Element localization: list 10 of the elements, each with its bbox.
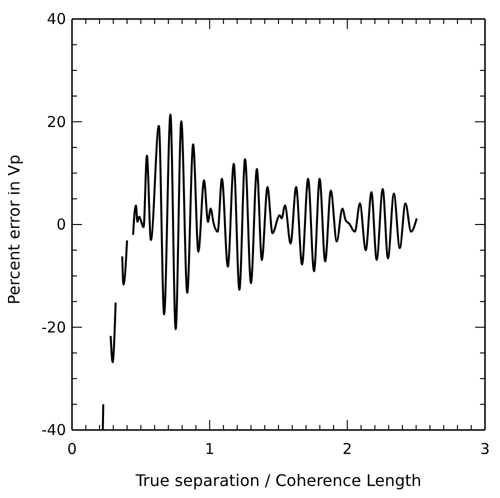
x-tick-label: 2: [342, 440, 352, 458]
y-tick-label: -40: [42, 421, 66, 439]
x-axis-title: True separation / Coherence Length: [134, 471, 422, 490]
x-tick-label: 3: [480, 440, 490, 458]
y-tick-label: 0: [56, 216, 66, 234]
y-tick-label: 20: [46, 112, 66, 131]
x-tick-label: 0: [67, 440, 77, 458]
y-tick-label: 40: [46, 10, 66, 28]
y-tick-label: -20: [42, 318, 66, 336]
x-tick-label: 1: [204, 440, 214, 458]
